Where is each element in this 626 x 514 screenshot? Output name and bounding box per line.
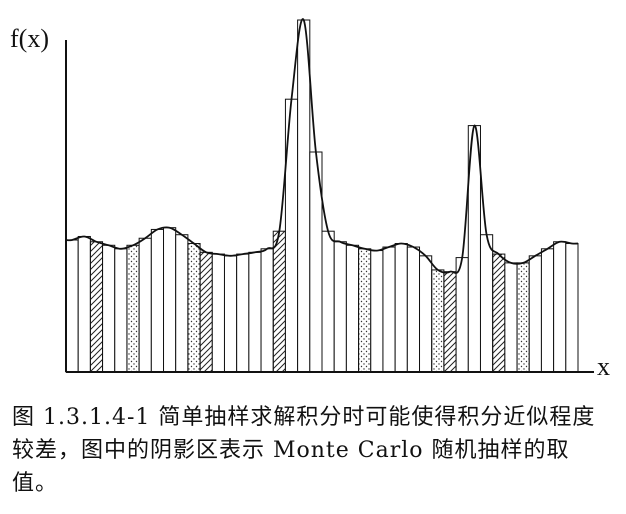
- histogram-bar: [175, 234, 189, 373]
- histogram-bar: [455, 257, 469, 373]
- sampled-bar: [126, 244, 140, 373]
- histogram-bar: [211, 253, 225, 373]
- histogram-bar: [419, 255, 433, 373]
- sampled-bar: [187, 243, 201, 373]
- sampled-bar: [199, 251, 213, 373]
- histogram-bar: [370, 250, 384, 373]
- function-curve: [65, 18, 579, 274]
- figure-caption: 图 1.3.1.4-1 简单抽样求解积分时可能使得积分近似程度较差，图中的阴影区…: [12, 405, 596, 496]
- histogram-bar: [528, 255, 542, 373]
- histogram-bar: [394, 243, 408, 373]
- histogram-bar: [163, 227, 177, 373]
- histogram-bar: [333, 241, 347, 373]
- histogram-bar: [138, 237, 152, 373]
- histogram-bar: [297, 19, 311, 373]
- histogram-bar: [321, 230, 335, 373]
- y-axis-label: f(x): [10, 24, 49, 53]
- histogram-bar: [150, 228, 165, 373]
- histogram-bar: [406, 246, 421, 373]
- histogram-bar: [77, 235, 91, 373]
- histogram-bar: [102, 244, 116, 373]
- sampled-bar: [358, 248, 372, 373]
- sampled-bar: [89, 241, 104, 373]
- histogram-bar: [223, 255, 238, 373]
- histogram-bar: [382, 246, 396, 373]
- histogram-bar: [565, 243, 579, 373]
- sampled-bar: [492, 253, 506, 373]
- histogram-bar: [260, 248, 274, 373]
- histogram-bar: [236, 253, 250, 373]
- sampled-bar: [272, 230, 286, 373]
- histogram-bar: [248, 251, 262, 373]
- histogram-bars: [65, 19, 579, 373]
- histogram-bar: [504, 262, 518, 373]
- histogram-bar: [540, 248, 555, 373]
- monte-carlo-sampling-figure: [65, 18, 594, 373]
- histogram-bar: [479, 234, 494, 373]
- histogram-bar: [114, 248, 128, 373]
- sampled-bar: [516, 262, 530, 373]
- sampled-bar: [443, 271, 457, 373]
- histogram-bar: [65, 239, 79, 373]
- histogram-bar: [345, 244, 360, 373]
- x-axis-label: x: [597, 352, 610, 381]
- histogram-bar: [553, 241, 567, 373]
- sampled-bar: [431, 269, 445, 373]
